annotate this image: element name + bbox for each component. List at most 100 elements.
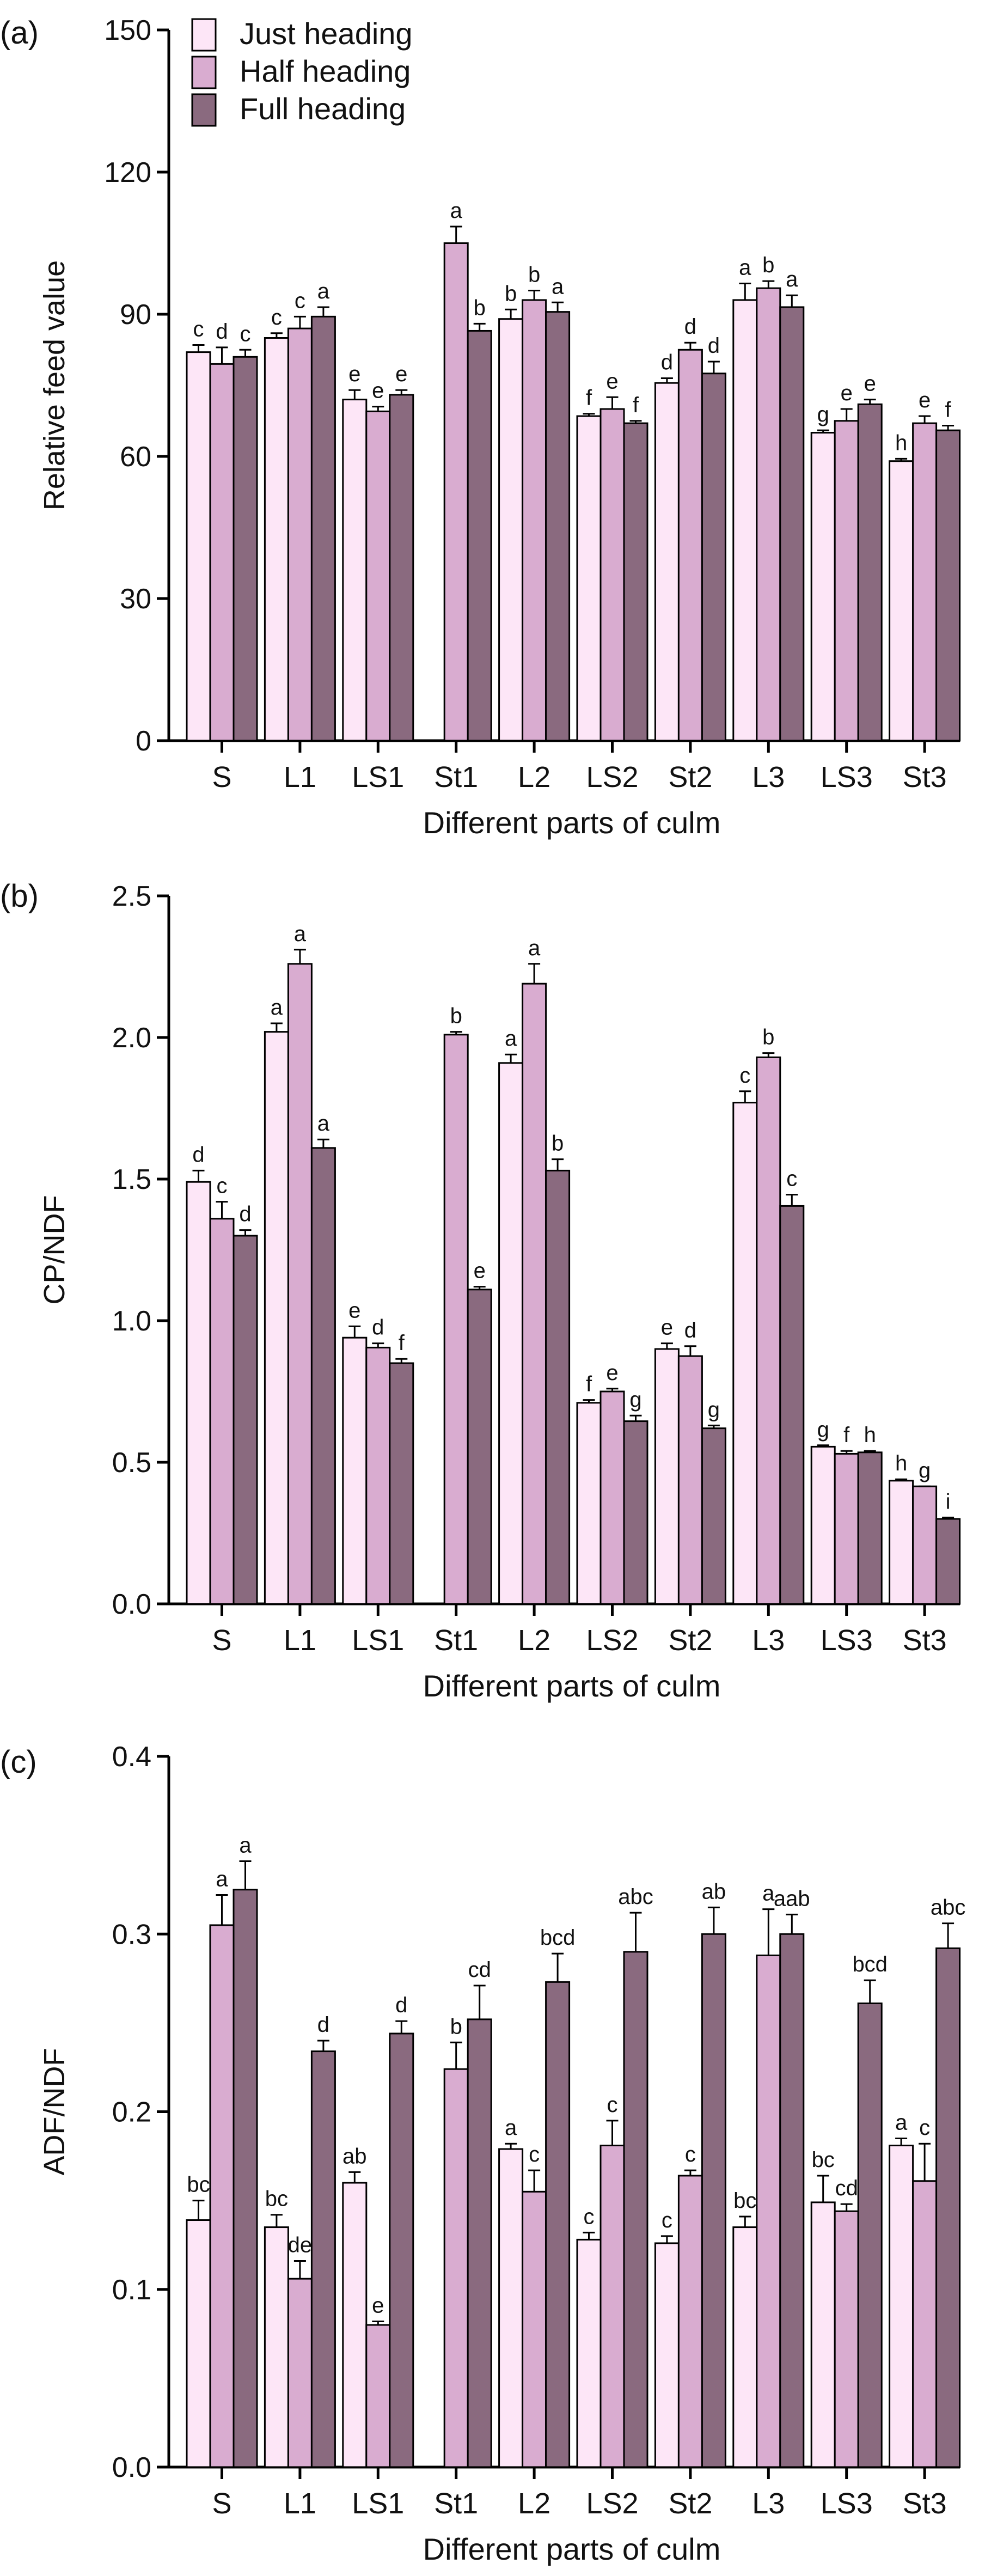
bar-just-heading-s bbox=[186, 351, 211, 742]
bar-full-heading-l2 bbox=[545, 1169, 571, 1605]
bar-half-heading-s bbox=[209, 1924, 235, 2468]
significance-letter: c bbox=[271, 306, 282, 329]
x-tick-label-st2: St2 bbox=[668, 1624, 712, 1657]
significance-letter: c bbox=[529, 2142, 540, 2166]
bar-just-heading-ls1 bbox=[342, 399, 368, 742]
significance-letter: a bbox=[317, 1112, 330, 1136]
bar-just-heading-ls1 bbox=[342, 1336, 368, 1605]
significance-letter: c bbox=[662, 2208, 672, 2232]
bar-full-heading-ls3 bbox=[857, 1451, 883, 1605]
bar-just-heading-l2 bbox=[498, 318, 524, 742]
x-axis-label: Different parts of culm bbox=[423, 1669, 721, 1703]
significance-letter: abc bbox=[618, 1885, 653, 1909]
bar-full-heading-ls2 bbox=[623, 1951, 648, 2468]
x-tick-label-ls2: LS2 bbox=[586, 1624, 638, 1657]
bar-full-heading-ls3 bbox=[857, 403, 883, 742]
bar-just-heading-ls2 bbox=[576, 1402, 602, 1605]
y-tick-label: 150 bbox=[104, 15, 151, 46]
significance-letter: a bbox=[239, 1833, 252, 1857]
x-tick-label-ls3: LS3 bbox=[821, 761, 873, 793]
x-tick-label-l3: L3 bbox=[752, 1624, 785, 1657]
bar-full-heading-ls1 bbox=[389, 1362, 414, 1605]
y-axis-label: ADF/NDF bbox=[38, 2048, 71, 2176]
significance-letter: f bbox=[586, 386, 592, 410]
significance-letter: b bbox=[450, 2015, 462, 2038]
significance-letter: bc bbox=[812, 2148, 835, 2172]
x-tick-label-l2: L2 bbox=[518, 2487, 550, 2520]
bar-half-heading-ls3 bbox=[834, 1452, 859, 1605]
significance-letter: c bbox=[240, 322, 251, 346]
bar-half-heading-ls2 bbox=[599, 1390, 625, 1605]
bar-half-heading-ls1 bbox=[365, 2324, 391, 2468]
significance-letter: d bbox=[661, 350, 673, 374]
significance-letter: g bbox=[817, 402, 829, 426]
bar-half-heading-l2 bbox=[522, 299, 547, 742]
significance-letter: c bbox=[607, 2093, 618, 2117]
x-axis-label: Different parts of culm bbox=[423, 805, 721, 840]
significance-letter: c bbox=[786, 1167, 797, 1191]
bar-just-heading-ls2 bbox=[576, 415, 602, 742]
x-tick-label-ls1: LS1 bbox=[352, 2487, 404, 2520]
x-tick-label-st1: St1 bbox=[434, 1624, 478, 1657]
bar-full-heading-l1 bbox=[310, 2050, 336, 2468]
x-tick-label-st2: St2 bbox=[668, 761, 712, 793]
bar-half-heading-ls3 bbox=[834, 420, 859, 742]
y-tick-label: 30 bbox=[120, 583, 151, 615]
bar-half-heading-ls1 bbox=[365, 410, 391, 742]
significance-letter: cd bbox=[468, 1958, 491, 1982]
bar-just-heading-l2 bbox=[498, 2148, 524, 2468]
bar-full-heading-ls3 bbox=[857, 2002, 883, 2468]
y-tick-label: 0.0 bbox=[112, 1589, 151, 1620]
x-tick-label-s: S bbox=[212, 1624, 231, 1657]
bar-half-heading-s bbox=[209, 363, 235, 742]
significance-letter: c bbox=[193, 318, 204, 341]
y-tick-label: 0.2 bbox=[112, 2097, 151, 2128]
bar-full-heading-l3 bbox=[779, 1205, 805, 1605]
bar-just-heading-st3 bbox=[889, 1480, 914, 1605]
significance-letter: d bbox=[239, 1202, 251, 1226]
y-tick-label: 0.4 bbox=[112, 1741, 151, 1773]
significance-letter: f bbox=[586, 1372, 592, 1396]
significance-letter: bc bbox=[733, 2189, 756, 2213]
significance-letter: b bbox=[474, 296, 486, 320]
bar-just-heading-l3 bbox=[732, 1102, 758, 1605]
bar-half-heading-l1 bbox=[287, 327, 313, 742]
y-tick-label: 0.0 bbox=[112, 2452, 151, 2483]
bar-full-heading-st2 bbox=[701, 1427, 726, 1605]
bar-half-heading-st3 bbox=[912, 1485, 938, 1605]
x-tick-label-ls3: LS3 bbox=[821, 2487, 873, 2520]
legend-swatch-just-heading bbox=[191, 18, 217, 52]
bar-full-heading-st1 bbox=[467, 329, 492, 742]
x-tick-label-st3: St3 bbox=[903, 761, 947, 793]
panel-c: (c) ADF/NDF 0.0 0.1 0.2 0.3 0.4 S L1 LS1 St1 L2 LS2 S… bbox=[0, 1741, 965, 2566]
significance-letter: c bbox=[584, 2205, 595, 2229]
bar-full-heading-l2 bbox=[545, 1981, 571, 2468]
bar-full-heading-st1 bbox=[467, 1289, 492, 1605]
significance-letter: h bbox=[864, 1423, 876, 1447]
bar-half-heading-l2 bbox=[522, 2190, 547, 2468]
significance-letter: cd bbox=[835, 2176, 858, 2200]
bar-just-heading-st2 bbox=[654, 2242, 680, 2468]
x-tick-label-l1: L1 bbox=[284, 2487, 316, 2520]
significance-letter: g bbox=[919, 1458, 931, 1482]
bar-full-heading-s bbox=[233, 1235, 258, 1605]
significance-letter: bcd bbox=[540, 1926, 576, 1950]
bar-half-heading-l1 bbox=[287, 963, 313, 1605]
panel-a: (a) Relative feed value 0 30 60 90 120 150 S L1 LS… bbox=[0, 15, 961, 840]
significance-letter: b bbox=[505, 282, 517, 306]
significance-letter: b bbox=[552, 1132, 564, 1156]
x-tick-label-st3: St3 bbox=[903, 1624, 947, 1657]
bar-full-heading-l1 bbox=[310, 1147, 336, 1605]
significance-letter: c bbox=[295, 289, 305, 313]
significance-letter: aab bbox=[774, 1887, 810, 1910]
y-tick-label: 120 bbox=[104, 157, 151, 188]
significance-letter: f bbox=[399, 1331, 405, 1355]
bar-just-heading-l1 bbox=[264, 337, 289, 742]
bar-just-heading-ls3 bbox=[810, 1445, 836, 1605]
bar-half-heading-st1 bbox=[443, 242, 469, 742]
bar-full-heading-ls2 bbox=[623, 1420, 648, 1605]
significance-letter: a bbox=[216, 1867, 228, 1891]
significance-letter: ab bbox=[342, 2144, 367, 2168]
